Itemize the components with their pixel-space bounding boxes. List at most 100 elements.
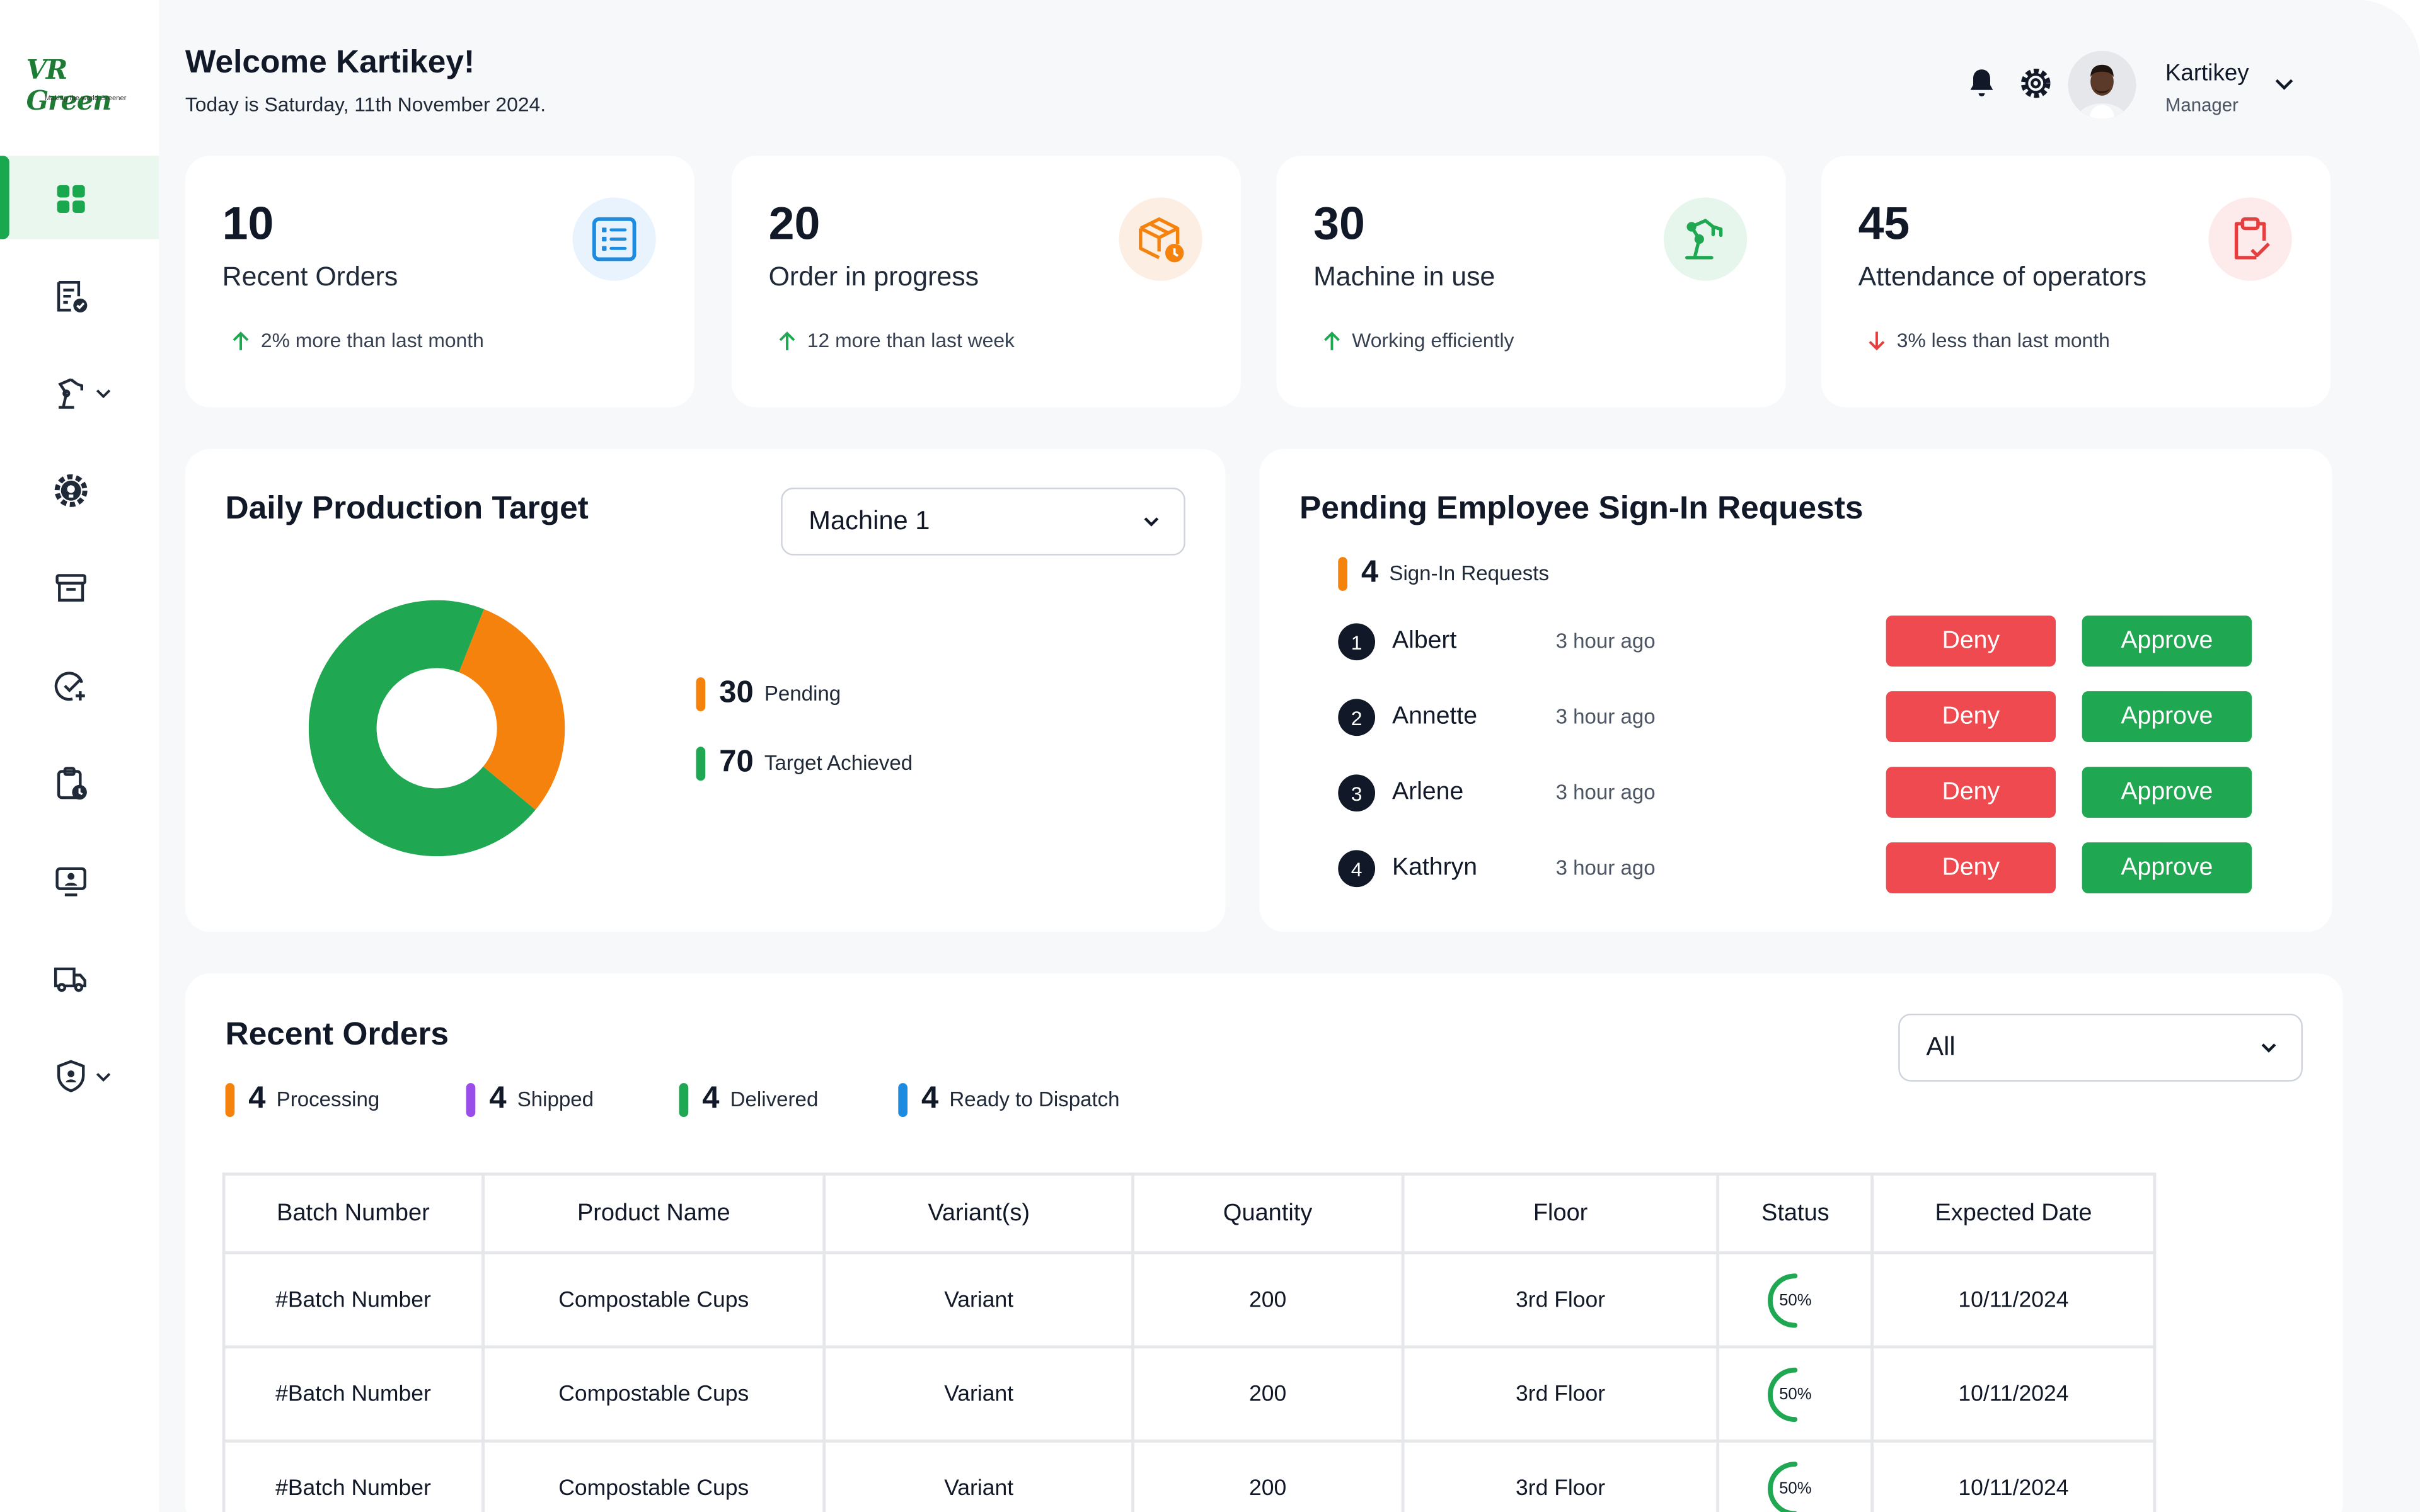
sidebar-item-machines[interactable] [0,352,159,435]
progress-ring: 50% [1766,1365,1824,1423]
column-header[interactable]: Batch Number [222,1172,485,1255]
user-avatar-icon [2068,50,2136,119]
sidebar-item-settings[interactable] [0,449,159,532]
deny-button[interactable]: Deny [1886,616,2056,667]
avatar[interactable] [2068,50,2136,119]
column-header[interactable]: Product Name [481,1172,827,1255]
column-header[interactable]: Floor [1401,1172,1720,1255]
deny-button[interactable]: Deny [1886,842,2056,893]
stat-icon-wrap [1664,197,1748,281]
summary-label: Ready to Dispatch [949,1087,1120,1111]
donut-slice-pending[interactable] [459,609,565,810]
stat-trend-text: Working efficiently [1352,328,1514,352]
table-row[interactable]: #Batch Number Compostable Cups Variant 2… [222,1251,2157,1349]
cell-floor: 3rd Floor [1401,1439,1720,1512]
arrow-up-icon [779,330,795,350]
signin-count-label: Sign-In Requests [1389,561,1550,585]
approve-button[interactable]: Approve [2082,842,2252,893]
cell-status: 50% [1717,1251,1874,1349]
legend-swatch [696,746,706,780]
machine-arm-icon [58,378,84,409]
cell-batch: #Batch Number [222,1251,485,1349]
summary-count: 4 [489,1081,507,1116]
arrow-down-icon [1869,331,1885,350]
user-menu-chevron-icon[interactable] [2272,71,2296,96]
progress-ring: 50% [1766,1271,1824,1329]
request-time: 3 hour ago [1555,705,1656,728]
deny-button[interactable]: Deny [1886,767,2056,818]
approve-button[interactable]: Approve [2082,616,2252,667]
truck-icon [54,967,86,992]
legend-target-achieved: 70 Target Achieved [696,745,913,781]
cell-product: Compostable Cups [481,1345,827,1443]
column-header[interactable]: Variant(s) [823,1172,1135,1255]
stat-icon-wrap [572,197,656,281]
orders-filter-select[interactable]: All [1898,1013,2303,1082]
cell-product: Compostable Cups [481,1439,827,1512]
sidebar-item-approvals[interactable] [0,645,159,728]
cell-status: 50% [1717,1345,1874,1443]
request-index: 1 [1338,623,1376,661]
sidebar-item-dashboard[interactable] [0,156,159,239]
stat-value: 30 [1313,198,1365,250]
stat-trend-text: 12 more than last week [807,328,1015,352]
legend-swatch [679,1082,689,1116]
approve-button[interactable]: Approve [2082,767,2252,818]
stat-value: 20 [768,198,821,250]
cell-batch: #Batch Number [222,1439,485,1512]
stat-card-attendance[interactable]: 45 Attendance of operators 3% less than … [1821,156,2331,408]
brand-logo[interactable]: VR Green Making the world Greener [21,55,135,117]
stat-label: Attendance of operators [1858,260,2147,292]
summary-count: 4 [702,1081,720,1116]
sidebar-item-schedule[interactable] [0,742,159,825]
chevron-down-icon [1144,517,1159,527]
list-item: 3 Arlene 3 hour ago Deny Approve [1338,767,2264,819]
sidebar-item-employees[interactable] [0,839,159,922]
box-clock-icon [1139,217,1184,263]
cell-batch: #Batch Number [222,1345,485,1443]
clipboard-clock-icon [57,767,87,800]
cell-date: 10/11/2024 [1870,1439,2157,1512]
progress-ring-label: 50% [1779,1290,1812,1309]
request-time: 3 hour ago [1555,856,1656,879]
cell-variant: Variant [823,1439,1135,1512]
progress-ring-fill [1768,1460,1823,1512]
check-add-icon [54,672,85,701]
settings-icon[interactable] [2017,65,2054,102]
sidebar-item-orders[interactable] [0,255,159,338]
sidebar-item-archive[interactable] [0,546,159,629]
stat-trend: Working efficiently [1323,329,1514,352]
user-name: Kartikey [2165,60,2249,87]
stat-card-recent-orders[interactable]: 10 Recent Orders 2% more than last month [185,156,695,408]
cell-date: 10/11/2024 [1870,1251,2157,1349]
settings-gear-icon [54,474,88,507]
column-header[interactable]: Expected Date [1870,1172,2157,1255]
donut-slice-target-achieved[interactable] [308,600,536,857]
notification-bell-icon[interactable] [1963,65,2000,102]
table-row[interactable]: #Batch Number Compostable Cups Variant 2… [222,1439,2157,1512]
request-name: Kathryn [1392,854,1478,881]
sidebar-item-security[interactable] [0,1035,159,1118]
orders-table: Batch Number Product Name Variant(s) Qua… [222,1172,2157,1512]
column-header[interactable]: Quantity [1131,1172,1405,1255]
stat-card-machines[interactable]: 30 Machine in use Working efficiently [1276,156,1786,408]
machine-select[interactable]: Machine 1 [781,487,1185,556]
stat-trend-text: 2% more than last month [260,328,484,352]
deny-button[interactable]: Deny [1886,691,2056,742]
legend-swatch [898,1082,908,1116]
approve-button[interactable]: Approve [2082,691,2252,742]
legend-label: Pending [764,682,841,706]
cell-quantity: 200 [1131,1251,1405,1349]
column-header[interactable]: Status [1717,1172,1874,1255]
table-row[interactable]: #Batch Number Compostable Cups Variant 2… [222,1345,2157,1443]
stat-value: 45 [1858,198,1910,250]
stat-trend: 12 more than last week [778,329,1015,352]
sidebar: VR Green Making the world Greener [0,0,159,1512]
archive-box-icon [55,574,86,602]
chevron-down-icon [96,1073,111,1082]
stat-card-order-progress[interactable]: 20 Order in progress 12 more than last w… [731,156,1241,408]
cell-variant: Variant [823,1345,1135,1443]
request-name: Albert [1392,627,1457,655]
cell-quantity: 200 [1131,1345,1405,1443]
sidebar-item-shipping[interactable] [0,937,159,1020]
